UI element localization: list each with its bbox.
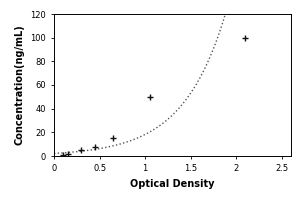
X-axis label: Optical Density: Optical Density <box>130 179 215 189</box>
Y-axis label: Concentration(ng/mL): Concentration(ng/mL) <box>14 25 24 145</box>
